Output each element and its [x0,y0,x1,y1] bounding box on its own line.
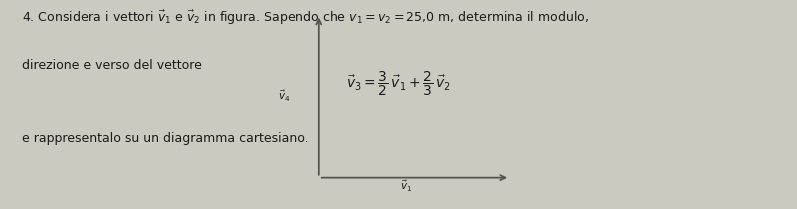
Text: $\vec{v}_4$: $\vec{v}_4$ [278,88,291,104]
Text: e rappresentalo su un diagramma cartesiano.: e rappresentalo su un diagramma cartesia… [22,132,309,145]
Text: direzione e verso del vettore: direzione e verso del vettore [22,59,202,71]
Text: 4. Considera i vettori $\vec{v}_1$ e $\vec{v}_2$ in figura. Sapendo che $v_1 = v: 4. Considera i vettori $\vec{v}_1$ e $\v… [22,8,589,27]
Text: $\vec{v}_1$: $\vec{v}_1$ [400,179,413,194]
Text: $\vec{v}_3 = \dfrac{3}{2}\,\vec{v}_1 + \dfrac{2}{3}\,\vec{v}_2$: $\vec{v}_3 = \dfrac{3}{2}\,\vec{v}_1 + \… [346,69,451,98]
